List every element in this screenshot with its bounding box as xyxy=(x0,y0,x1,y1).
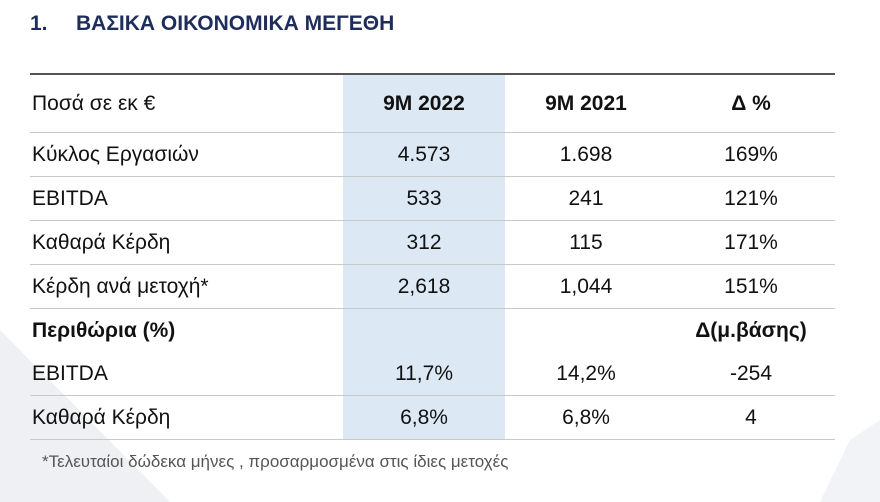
row-label: Κύκλος Εργασιών xyxy=(32,142,199,166)
table-cell: 6,8% xyxy=(343,396,505,439)
table-cell: -254 xyxy=(729,361,773,385)
row-label: Κέρδη ανά μετοχή* xyxy=(32,274,209,298)
row-label: Ποσά σε εκ € xyxy=(32,91,156,115)
row-label: Καθαρά Κέρδη xyxy=(32,405,171,429)
table-cell: 9M 2021 xyxy=(545,91,627,115)
table-row: Κέρδη ανά μετοχή* 2,618 1,044 151% xyxy=(30,265,835,309)
table-cell: Δ(μ.βάσης) xyxy=(695,318,807,342)
table-row: Ποσά σε εκ € 9M 2022 9M 2021 Δ % xyxy=(30,73,835,133)
section-number: 1. xyxy=(30,12,48,35)
table-cell: 171% xyxy=(724,230,778,254)
table-row: EBITDA 11,7% 14,2% -254 xyxy=(30,352,835,396)
table-cell: Δ % xyxy=(731,91,771,115)
table-cell: 6,8% xyxy=(562,405,610,429)
table-cell: 1,044 xyxy=(559,274,613,298)
row-label: EBITDA xyxy=(32,361,108,385)
table-cell: 9M 2022 xyxy=(343,75,505,132)
table-row: Περιθώρια (%) Δ(μ.βάσης) xyxy=(30,309,835,352)
table-cell: 151% xyxy=(724,274,778,298)
table-row: Καθαρά Κέρδη 6,8% 6,8% 4 xyxy=(30,396,835,440)
table-cell: 4 xyxy=(745,405,757,429)
footnote: *Τελευταίοι δώδεκα μήνες , προσαρμοσμένα… xyxy=(42,452,509,471)
table-cell: 241 xyxy=(568,186,604,210)
row-label: Περιθώρια (%) xyxy=(32,318,176,342)
title-text: ΒΑΣΙΚΑ ΟΙΚΟΝΟΜΙΚΑ ΜΕΓΕΘΗ xyxy=(76,12,395,35)
table-cell: 169% xyxy=(724,142,778,166)
table-cell: 312 xyxy=(343,221,505,264)
table-cell: 121% xyxy=(724,186,778,210)
table-cell: 4.573 xyxy=(343,133,505,176)
table-cell: 14,2% xyxy=(556,361,616,385)
table-cell: 2,618 xyxy=(343,265,505,308)
table-row: Κύκλος Εργασιών 4.573 1.698 169% xyxy=(30,133,835,177)
table-cell: 115 xyxy=(569,230,603,254)
table-cell: 11,7% xyxy=(343,352,505,395)
row-label: EBITDA xyxy=(32,186,108,210)
table-cell: 1.698 xyxy=(559,142,613,166)
table-cell xyxy=(343,309,505,352)
table-row: Καθαρά Κέρδη 312 115 171% xyxy=(30,221,835,265)
table-row: EBITDA 533 241 121% xyxy=(30,177,835,221)
row-label: Καθαρά Κέρδη xyxy=(32,230,171,254)
table: Ποσά σε εκ € 9M 2022 9M 2021 Δ % Κύκλος Εργα… xyxy=(30,73,835,440)
section-title: 1. ΒΑΣΙΚΑ ΟΙΚΟΝΟΜΙΚΑ ΜΕΓΕΘΗ xyxy=(30,12,394,36)
table-cell: 533 xyxy=(343,177,505,220)
